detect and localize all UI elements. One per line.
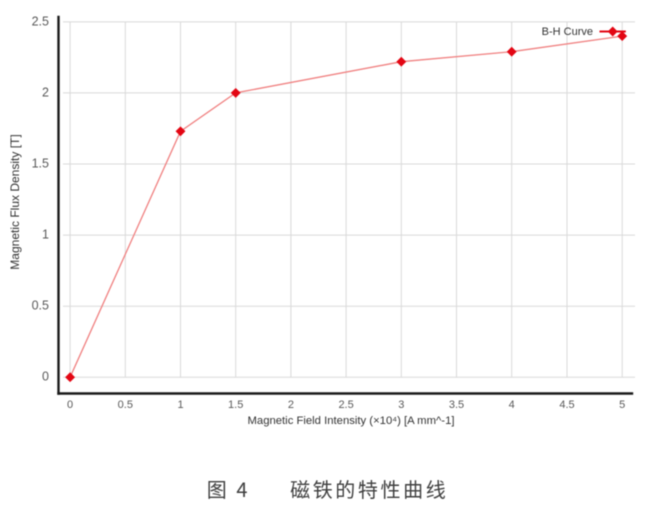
- svg-text:3: 3: [398, 399, 404, 411]
- svg-text:2: 2: [288, 399, 294, 411]
- svg-text:Magnetic Flux Density [T]: Magnetic Flux Density [T]: [8, 134, 22, 269]
- svg-text:0: 0: [42, 370, 49, 384]
- svg-text:2: 2: [42, 86, 49, 100]
- svg-text:1: 1: [177, 399, 183, 411]
- svg-text:0.5: 0.5: [32, 299, 49, 313]
- svg-text:3.5: 3.5: [449, 399, 464, 411]
- svg-text:4: 4: [509, 399, 515, 411]
- svg-text:1.5: 1.5: [32, 157, 49, 171]
- svg-text:0: 0: [67, 399, 73, 411]
- svg-text:Magnetic Field Intensity (×10⁴: Magnetic Field Intensity (×10⁴) [A mm^-1…: [248, 415, 455, 427]
- svg-text:0.5: 0.5: [118, 399, 133, 411]
- svg-text:2.5: 2.5: [32, 15, 49, 29]
- svg-text:4.5: 4.5: [559, 399, 574, 411]
- svg-text:5: 5: [619, 399, 625, 411]
- svg-text:1: 1: [42, 228, 49, 242]
- svg-text:2.5: 2.5: [338, 399, 353, 411]
- svg-text:1.5: 1.5: [228, 399, 243, 411]
- svg-text:B-H Curve: B-H Curve: [542, 26, 593, 38]
